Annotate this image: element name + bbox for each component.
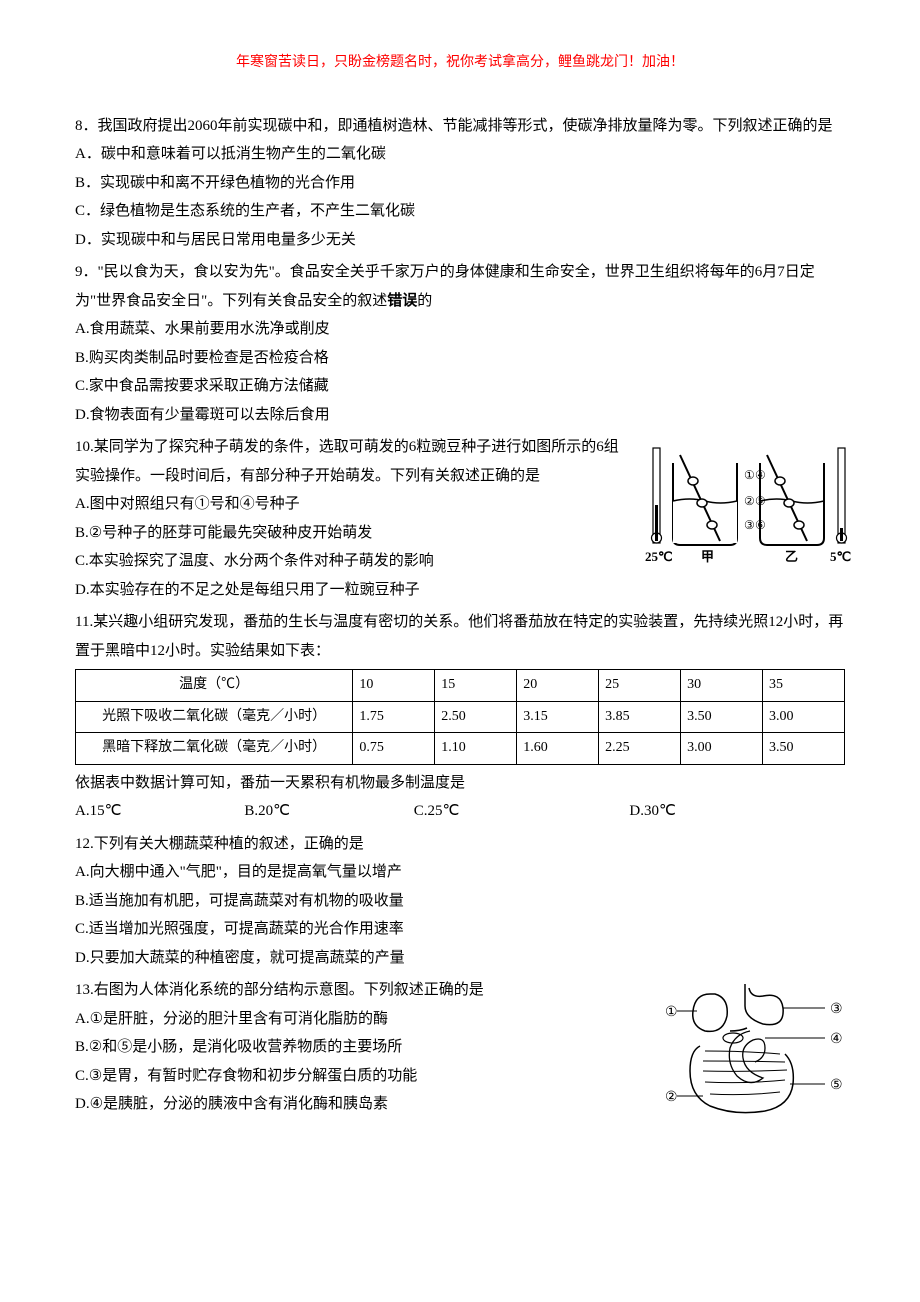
svg-text:乙: 乙 [785,549,798,564]
q9-stem: 9．"民以食为天，食以安为先"。食品安全关乎千家万户的身体健康和生命安全，世界卫… [75,258,845,315]
q11-after: 依据表中数据计算可知，番茄一天累积有机物最多制温度是 [75,769,845,798]
th-35: 35 [763,670,845,702]
cell: 0.75 [353,733,435,765]
q13-stem: 13.右图为人体消化系统的部分结构示意图。下列叙述正确的是 [75,976,635,1005]
th-20: 20 [517,670,599,702]
q8-stem: 8．我国政府提出2060年前实现碳中和，即通植树造林、节能减排等形式，使碳净排放… [75,112,845,141]
cell: 3.15 [517,701,599,733]
q13-option-a: A.①是肝脏，分泌的胆汁里含有可消化脂肪的酶 [75,1005,635,1034]
q9-stem-part1: 9．"民以食为天，食以安为先"。食品安全关乎千家万户的身体健康和生命安全，世界卫… [75,264,815,309]
svg-text:②: ② [744,494,755,508]
q13-option-c: C.③是胃，有暂时贮存食物和初步分解蛋白质的功能 [75,1062,635,1091]
page-header-motto: 年寒窗苦读日，只盼金榜题名时，祝你考试拿高分，鲤鱼跳龙门！加油！ [75,50,845,77]
q8-option-c: C．绿色植物是生态系统的生产者，不产生二氧化碳 [75,197,845,226]
th-25: 25 [599,670,681,702]
table-row: 温度（℃） 10 15 20 25 30 35 [76,670,845,702]
q11-option-d: D.30℃ [629,797,845,826]
table-row: 光照下吸收二氧化碳（毫克／小时） 1.75 2.50 3.15 3.85 3.5… [76,701,845,733]
q12-option-d: D.只要加大蔬菜的种植密度，就可提高蔬菜的产量 [75,944,845,973]
q11-options: A.15℃ B.20℃ C.25℃ D.30℃ [75,797,845,826]
cell: 2.50 [435,701,517,733]
q11-option-a: A.15℃ [75,797,244,826]
cell: 1.75 [353,701,435,733]
question-10: ①②③ ④⑤⑥ 25℃ 甲 乙 5℃ 10.某同学为了探究种子萌发的条件，选取可… [75,433,845,604]
q12-option-c: C.适当增加光照强度，可提高蔬菜的光合作用速率 [75,915,845,944]
r1-label: 光照下吸收二氧化碳（毫克／小时） [76,701,353,733]
th-10: 10 [353,670,435,702]
table-row: 黑暗下释放二氧化碳（毫克／小时） 0.75 1.10 1.60 2.25 3.0… [76,733,845,765]
q13-option-d: D.④是胰脏，分泌的胰液中含有消化酶和胰岛素 [75,1090,635,1119]
question-11: 11.某兴趣小组研究发现，番茄的生长与温度有密切的关系。他们将番茄放在特定的实验… [75,608,845,826]
cell: 3.00 [763,701,845,733]
cell: 3.00 [681,733,763,765]
q11-stem: 11.某兴趣小组研究发现，番茄的生长与温度有密切的关系。他们将番茄放在特定的实验… [75,608,845,665]
q12-option-b: B.适当施加有机肥，可提高蔬菜对有机物的吸收量 [75,887,845,916]
svg-text:②: ② [665,1090,678,1105]
svg-text:⑤: ⑤ [830,1078,843,1093]
q9-option-a: A.食用蔬菜、水果前要用水洗净或削皮 [75,315,845,344]
q11-option-b: B.20℃ [244,797,413,826]
r2-label: 黑暗下释放二氧化碳（毫克／小时） [76,733,353,765]
q13-option-b: B.②和⑤是小肠，是消化吸收营养物质的主要场所 [75,1033,635,1062]
svg-text:④: ④ [830,1032,843,1047]
q10-figure: ① ② ③ ④ ⑤ ⑥ 25℃ 甲 乙 5℃ [645,433,855,568]
q9-stem-bold: 错误 [387,293,417,309]
q10-stem: 10.某同学为了探究种子萌发的条件，选取可萌发的6粒豌豆种子进行如图所示的6组实… [75,433,620,490]
q9-stem-part2: 的 [417,293,432,309]
q9-option-d: D.食物表面有少量霉斑可以去除后食用 [75,401,845,430]
svg-text:⑥: ⑥ [755,518,766,532]
svg-text:④: ④ [755,468,766,482]
cell: 1.60 [517,733,599,765]
q13-figure: ① ② ③ ④ ⑤ [655,976,855,1131]
cell: 3.50 [763,733,845,765]
q10-option-d: D.本实验存在的不足之处是每组只用了一粒豌豆种子 [75,576,845,605]
svg-text:25℃: 25℃ [645,549,673,564]
q10-option-a: A.图中对照组只有①号和④号种子 [75,490,620,519]
cell: 1.10 [435,733,517,765]
q11-option-c: C.25℃ [414,797,630,826]
q8-option-d: D．实现碳中和与居民日常用电量多少无关 [75,226,845,255]
q8-option-b: B．实现碳中和离不开绿色植物的光合作用 [75,169,845,198]
q9-option-c: C.家中食品需按要求采取正确方法储藏 [75,372,845,401]
cell: 2.25 [599,733,681,765]
q11-table: 温度（℃） 10 15 20 25 30 35 光照下吸收二氧化碳（毫克／小时）… [75,669,845,765]
cell: 3.50 [681,701,763,733]
question-12: 12.下列有关大棚蔬菜种植的叙述，正确的是 A.向大棚中通入"气肥"，目的是提高… [75,830,845,973]
th-15: 15 [435,670,517,702]
svg-text:③: ③ [744,518,755,532]
svg-text:甲: 甲 [701,549,714,564]
q8-option-a: A．碳中和意味着可以抵消生物产生的二氧化碳 [75,140,845,169]
q12-stem: 12.下列有关大棚蔬菜种植的叙述，正确的是 [75,830,845,859]
svg-text:③: ③ [830,1002,843,1017]
th-30: 30 [681,670,763,702]
cell: 3.85 [599,701,681,733]
svg-text:①: ① [744,468,755,482]
svg-text:①: ① [665,1005,678,1020]
svg-text:⑤: ⑤ [755,494,766,508]
q12-option-a: A.向大棚中通入"气肥"，目的是提高氧气量以增产 [75,858,845,887]
svg-text:5℃: 5℃ [830,549,851,564]
question-13: ① ② ③ ④ ⑤ 13.右图为人体消化系统的部分结构示意图。下列叙述正确的是 … [75,976,845,1119]
q10-option-b: B.②号种子的胚芽可能最先突破种皮开始萌发 [75,519,620,548]
q9-option-b: B.购买肉类制品时要检查是否检疫合格 [75,344,845,373]
question-9: 9．"民以食为天，食以安为先"。食品安全关乎千家万户的身体健康和生命安全，世界卫… [75,258,845,429]
question-8: 8．我国政府提出2060年前实现碳中和，即通植树造林、节能减排等形式，使碳净排放… [75,112,845,255]
th-temp: 温度（℃） [76,670,353,702]
